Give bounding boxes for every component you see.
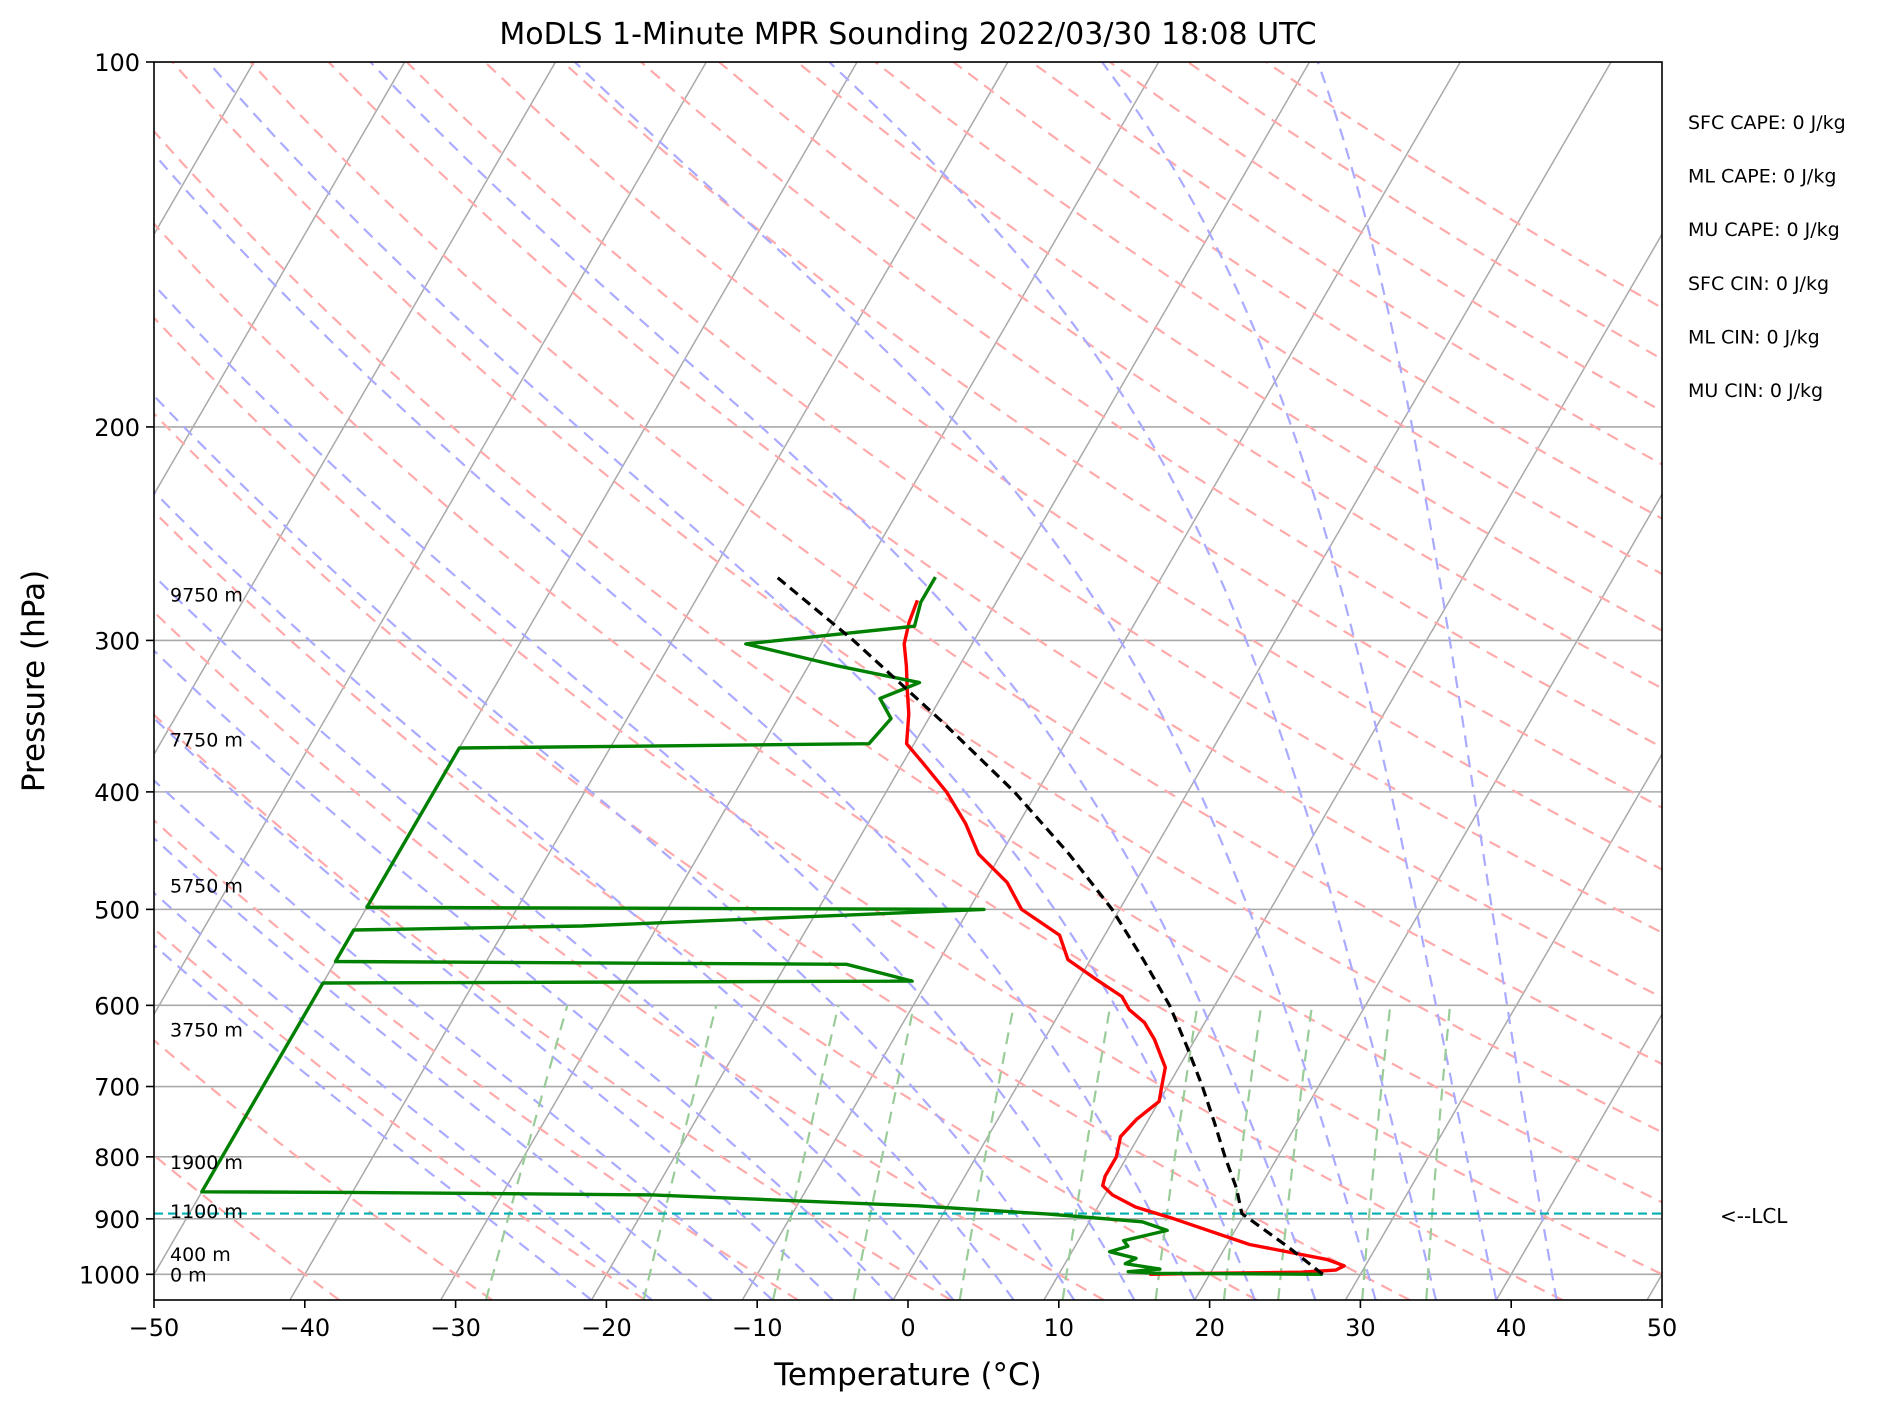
x-tick-label: 20 — [1194, 1314, 1225, 1342]
height-label: 400 m — [170, 1244, 231, 1266]
background-lines — [154, 62, 1662, 1300]
dry-adiabat-line — [171, 62, 1662, 1134]
dry-adiabat-line — [154, 510, 1258, 1300]
x-tick-label: 0 — [900, 1314, 915, 1342]
moist-adiabat-line — [154, 649, 894, 1300]
mixing-ratio-line — [772, 1005, 840, 1300]
isotherm-line — [1194, 492, 1662, 1300]
mixing-ratio-line — [484, 1005, 569, 1300]
y-tick-label: 800 — [94, 1144, 140, 1172]
isotherm-line — [154, 62, 406, 496]
isotherm-line — [1344, 752, 1662, 1300]
moist-adiabat-line — [154, 152, 1196, 1300]
dry-adiabat-line — [327, 62, 1662, 999]
index-annotation: ML CAPE: 0 J/kg — [1688, 166, 1836, 188]
dry-adiabat-line — [874, 62, 1662, 576]
x-tick-label: −40 — [279, 1314, 330, 1342]
dry-adiabat-line — [484, 62, 1662, 871]
isotherm-line — [1495, 1012, 1662, 1300]
profile-lines — [200, 575, 1346, 1276]
y-tick-label: 500 — [94, 896, 140, 924]
height-label: 7750 m — [170, 729, 243, 751]
height-label: 1900 m — [170, 1152, 243, 1174]
height-label: 9750 m — [170, 585, 243, 607]
index-annotation: SFC CAPE: 0 J/kg — [1688, 112, 1846, 134]
dry-adiabat-line — [796, 62, 1662, 632]
y-tick-label: 100 — [94, 49, 140, 77]
isotherm-line — [154, 62, 557, 756]
y-tick-label: 900 — [94, 1206, 140, 1234]
isotherm-line — [289, 62, 1009, 1300]
moist-adiabat-line — [154, 891, 653, 1300]
y-axis-ticks: 100 200 300 400 500 600 700 800 900 1000 — [79, 49, 154, 1289]
x-tick-label: 10 — [1044, 1314, 1075, 1342]
mixing-ratio-line — [1061, 1005, 1112, 1300]
isotherm-line — [892, 62, 1612, 1300]
moist-adiabat-line — [154, 943, 593, 1300]
mixing-ratio-line — [642, 1005, 718, 1300]
y-tick-label: 700 — [94, 1074, 140, 1102]
lcl-label: <--LCL — [1720, 1204, 1788, 1228]
y-tick-label: 1000 — [79, 1261, 140, 1289]
x-axis-ticks: −50 −40 −30 −20 −10 0 10 20 30 40 50 — [129, 1300, 1678, 1342]
isotherm-line — [590, 62, 1311, 1300]
x-tick-label: 30 — [1345, 1314, 1376, 1342]
index-annotation: MU CAPE: 0 J/kg — [1688, 219, 1840, 241]
height-label: 3750 m — [170, 1019, 243, 1041]
mixing-ratio-line — [1361, 1005, 1392, 1300]
index-annotation: ML CIN: 0 J/kg — [1688, 326, 1820, 348]
x-tick-label: 50 — [1647, 1314, 1678, 1342]
mixing-ratio-line — [1222, 1005, 1263, 1300]
height-label: 0 m — [170, 1264, 207, 1286]
x-tick-label: −20 — [581, 1314, 632, 1342]
y-axis-label: Pressure (hPa) — [16, 570, 52, 792]
isotherm-line — [440, 62, 1160, 1300]
x-axis-label: Temperature (°C) — [773, 1357, 1042, 1393]
dry-adiabat-line — [640, 62, 1662, 749]
index-annotation: MU CIN: 0 J/kg — [1688, 380, 1823, 402]
moist-adiabat-line — [369, 62, 1317, 1300]
y-tick-label: 400 — [94, 779, 140, 807]
moist-adiabat-line — [154, 283, 1136, 1300]
index-annotation: SFC CIN: 0 J/kg — [1688, 273, 1829, 295]
parcel-profile-line — [775, 575, 1324, 1276]
y-tick-label: 600 — [94, 992, 140, 1020]
temperature-profile-line — [902, 599, 1346, 1276]
mixing-ratio-line — [852, 1005, 916, 1300]
height-label: 5750 m — [170, 876, 243, 898]
x-tick-label: −30 — [430, 1314, 481, 1342]
x-tick-label: −10 — [732, 1314, 783, 1342]
moist-adiabat-line — [154, 836, 713, 1300]
height-label: 1100 m — [170, 1201, 243, 1223]
x-tick-label: 40 — [1496, 1314, 1527, 1342]
y-tick-label: 200 — [94, 414, 140, 442]
dry-adiabat-line — [562, 62, 1662, 809]
y-tick-label: 300 — [94, 627, 140, 655]
isotherm-line — [154, 62, 707, 1016]
dewpoint-profile-line — [200, 576, 1323, 1276]
dry-adiabat-line — [154, 713, 952, 1300]
x-tick-label: −50 — [129, 1314, 180, 1342]
mixing-ratio-line — [958, 1005, 1015, 1300]
index-annotations: SFC CAPE: 0 J/kg ML CAPE: 0 J/kg MU CAPE: … — [1688, 112, 1846, 402]
mixing-ratio-line — [1425, 1005, 1452, 1300]
mixing-ratio-line — [1277, 1005, 1314, 1300]
mixing-ratio-line — [1154, 1005, 1199, 1300]
chart-title: MoDLS 1-Minute MPR Sounding 2022/03/30 1… — [499, 17, 1316, 52]
isotherm-line — [741, 62, 1461, 1300]
